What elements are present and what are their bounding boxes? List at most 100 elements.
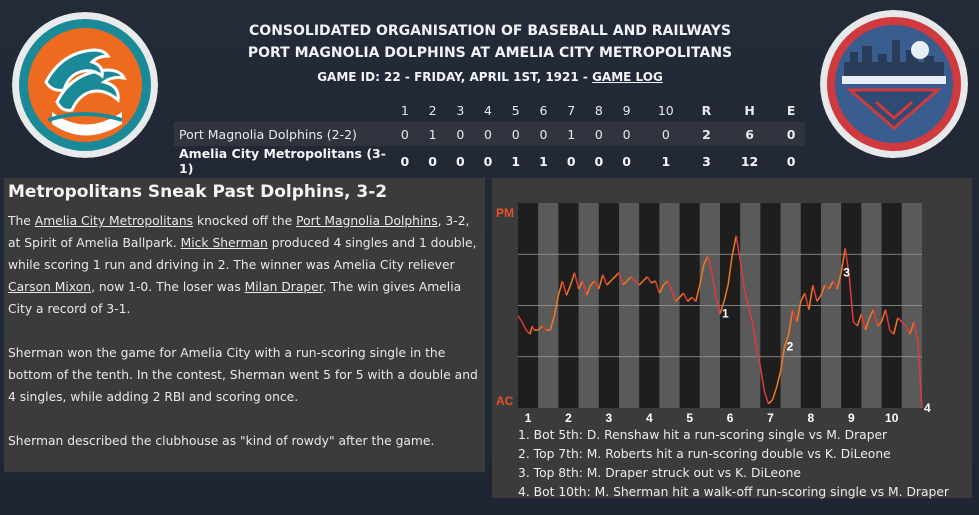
story-link[interactable]: Mick Sherman (180, 236, 268, 250)
wpa-segment (606, 280, 612, 286)
wpa-segment (824, 284, 830, 290)
wpa-segment (585, 284, 592, 296)
event-marker-label: 1 (722, 307, 729, 321)
wpa-segment (711, 272, 717, 298)
story-paragraph: Sherman won the game for Amelia City wit… (8, 346, 478, 404)
wpa-segment (719, 301, 725, 314)
story-headline: Metropolitans Sneak Past Dolphins, 3-2 (8, 182, 388, 202)
wpa-segment (816, 294, 822, 302)
wpa-segment (682, 292, 689, 302)
inning-tick-label: 1 (525, 411, 532, 425)
wpa-segment (767, 399, 774, 405)
wpa-segment (751, 321, 758, 347)
wpa-segment (549, 315, 556, 331)
linescore-cell: 0 (391, 146, 419, 176)
wpa-segment (836, 272, 842, 290)
wpa-segment (557, 280, 564, 296)
linescore-away-row: Port Magnolia Dolphins (2-2) 0 1 0 0 0 0… (174, 122, 805, 146)
game-info: GAME ID: 22 - FRIDAY, APRIL 1ST, 1921 - … (180, 70, 800, 84)
wpa-segment (707, 256, 713, 273)
linescore-col-header: R (691, 98, 722, 122)
wpa-segment (804, 293, 810, 310)
story-link[interactable]: Carson Mixon (8, 280, 92, 294)
linescore-col-header: 6 (529, 98, 558, 122)
wpa-segment (860, 313, 867, 331)
wpa-segment (699, 264, 705, 286)
linescore-cell: 1 (557, 122, 586, 146)
metropolitans-logo (820, 10, 968, 158)
wpa-segment (840, 247, 846, 273)
game-log-link[interactable]: GAME LOG (592, 70, 663, 84)
linescore-col-header: 7 (557, 98, 586, 122)
wpa-segment (630, 276, 636, 282)
wpa-segment (872, 309, 879, 327)
wpa-segment (573, 272, 580, 290)
wpa-segment (884, 309, 891, 331)
wpa-segment (775, 370, 782, 388)
key-play-note: 3. Top 8th: M. Draper struck out vs K. D… (518, 466, 801, 480)
linescore-col-header: 9 (612, 98, 641, 122)
wpa-segment (521, 321, 527, 331)
linescore-col-header: 1 (391, 98, 419, 122)
inning-tick-label: 5 (686, 411, 693, 425)
y-top-label: PM (496, 206, 514, 220)
inning-tick-label: 3 (606, 411, 613, 425)
wpa-segment (909, 321, 915, 335)
linescore-cell: 0 (612, 146, 641, 176)
wpa-segment (691, 296, 697, 302)
away-team-name[interactable]: Port Magnolia Dolphins (2-2) (174, 122, 391, 146)
linescore-col-header: 10 (640, 98, 692, 122)
wpa-segment (787, 309, 794, 335)
story-link[interactable]: Milan Draper (244, 280, 323, 294)
wpa-segment (525, 329, 531, 335)
linescore-cell: 0 (557, 146, 586, 176)
story-text: . The win gives Amelia City a record of … (8, 280, 462, 316)
linescore-table: 1 2 3 4 5 6 7 8 9 10 R H E Port Magnolia… (174, 98, 805, 176)
linescore-cell: 0 (585, 146, 613, 176)
linescore-cell: 0 (529, 122, 558, 146)
wpa-segment (897, 317, 903, 323)
linescore-team-header (174, 98, 391, 122)
wpa-segment (800, 292, 806, 302)
wpa-segment (662, 280, 669, 286)
wpa-segment (695, 284, 701, 302)
linescore-cell: 1 (501, 146, 530, 176)
wpa-segment (654, 280, 661, 294)
inning-tick-label: 10 (885, 411, 899, 425)
story-link[interactable]: Port Magnolia Dolphins (296, 214, 438, 228)
wpa-segment (618, 272, 624, 286)
key-play-note: 2. Top 7th: M. Roberts hit a run-scoring… (518, 447, 891, 461)
game-id-date: GAME ID: 22 - FRIDAY, APRIL 1ST, 1921 - (317, 70, 593, 84)
story-paragraph: Sherman described the clubhouse as "kind… (8, 434, 435, 448)
y-bottom-label: AC (496, 394, 514, 408)
event-markers: 1 2 3 4 (722, 266, 931, 415)
wpa-segment (901, 321, 907, 327)
wpa-segment (537, 325, 543, 331)
linescore-col-header: E (777, 98, 805, 122)
key-play-note: 4. Bot 10th: M. Sherman hit a walk-off r… (518, 485, 949, 499)
story-link[interactable]: Amelia City Metropolitans (34, 214, 194, 228)
wpa-segment (792, 309, 798, 323)
story-body: The Amelia City Metropolitans knocked of… (8, 210, 481, 474)
wpa-segment (531, 325, 535, 331)
linescore-cell: 1 (640, 146, 692, 176)
linescore-header-row: 1 2 3 4 5 6 7 8 9 10 R H E (174, 98, 805, 122)
wpa-segment (892, 317, 899, 335)
wpa-segment (747, 305, 754, 323)
wpa-segment (590, 280, 596, 286)
wpa-segment (529, 325, 533, 335)
inning-tick-label: 6 (727, 411, 734, 425)
wpa-segment (594, 280, 600, 290)
wpa-segment (796, 301, 802, 323)
home-team-name[interactable]: Amelia City Metropolitans (3-1) (174, 146, 391, 176)
wpa-segment (703, 255, 709, 265)
story-paragraph: The Amelia City Metropolitans knocked of… (8, 210, 481, 320)
wpa-segment (832, 280, 838, 290)
event-marker-label: 3 (843, 266, 850, 280)
wpa-segment (848, 276, 855, 322)
wpa-segment (808, 284, 814, 310)
wpa-segment (561, 280, 568, 296)
wpa-segment (577, 280, 584, 290)
wpa-segment (852, 321, 858, 327)
wpa-segment (670, 288, 677, 302)
